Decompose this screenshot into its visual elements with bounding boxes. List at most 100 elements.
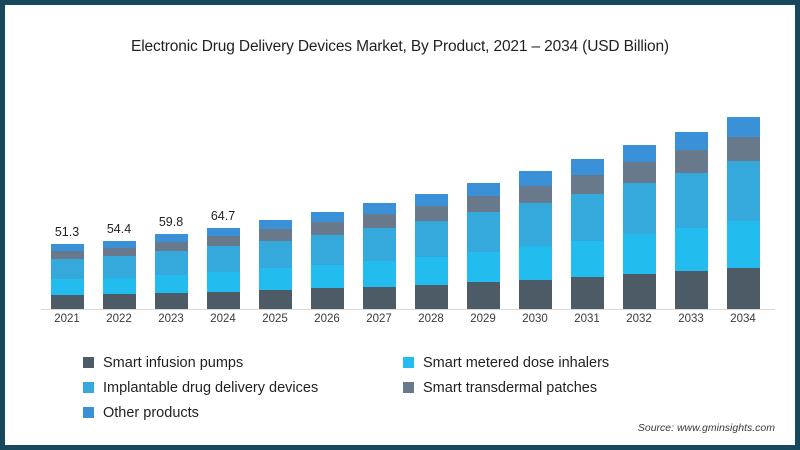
bar-segment — [622, 145, 656, 163]
legend-item[interactable]: Smart metered dose inhalers — [403, 350, 723, 375]
source-attribution: Source: www.gminsights.com — [637, 422, 775, 434]
bar-2029[interactable] — [466, 183, 500, 309]
bar-segment — [206, 271, 240, 292]
bar-value-label: 51.3 — [54, 225, 80, 240]
legend-swatch-icon — [83, 407, 94, 418]
bar-segment — [310, 288, 344, 309]
x-axis-tick-2026: 2026 — [314, 313, 340, 325]
x-axis-tick-2032: 2032 — [626, 313, 652, 325]
bar-segment — [206, 291, 240, 309]
bar-segment — [102, 294, 136, 309]
bar-segment — [154, 233, 188, 242]
bar-2026[interactable] — [310, 212, 344, 309]
bar-segment — [622, 274, 656, 309]
bar-segment — [570, 193, 604, 241]
x-axis-tick-2033: 2033 — [678, 313, 704, 325]
chart-title: Electronic Drug Delivery Devices Market,… — [131, 38, 669, 55]
x-axis-tick-2024: 2024 — [210, 313, 236, 325]
bar-segment — [674, 271, 708, 309]
legend-swatch-icon — [83, 357, 94, 368]
bar-2022[interactable] — [102, 240, 136, 309]
bar-segment — [102, 247, 136, 257]
x-axis-tick-2034: 2034 — [730, 313, 756, 325]
bar-segment — [258, 268, 292, 291]
bar-2030[interactable] — [518, 171, 552, 309]
bar-segment — [466, 251, 500, 283]
bar-2024[interactable] — [206, 227, 240, 309]
bar-segment — [310, 234, 344, 265]
bar-segment — [414, 284, 448, 309]
legend-item[interactable]: Smart infusion pumps — [83, 350, 403, 375]
bar-segment — [726, 268, 760, 309]
bar-segment — [258, 290, 292, 309]
x-axis-tick-2025: 2025 — [262, 313, 288, 325]
bar-segment — [466, 183, 500, 197]
bar-segment — [362, 260, 396, 287]
bar-segment — [258, 229, 292, 241]
bar-segment — [414, 256, 448, 285]
bar-segment — [206, 227, 240, 237]
bar-segment — [570, 240, 604, 278]
x-axis: 2021 2022 2023 2024 2025 2026 2027 2028 2029 2030… — [41, 313, 769, 333]
bar-segment — [726, 221, 760, 269]
bar-2033[interactable] — [674, 131, 708, 309]
bar-segment — [206, 236, 240, 247]
legend-label: Smart metered dose inhalers — [423, 354, 610, 371]
legend-item[interactable]: Smart transdermal patches — [403, 375, 723, 400]
bar-segment — [414, 205, 448, 221]
bar-2034[interactable] — [726, 117, 760, 309]
bar-segment — [154, 241, 188, 252]
legend-item[interactable]: Implantable drug delivery devices — [83, 375, 403, 400]
bar-segment — [622, 162, 656, 184]
axis-baseline — [41, 309, 775, 310]
bar-2031[interactable] — [570, 159, 604, 309]
legend-label: Implantable drug delivery devices — [103, 379, 319, 396]
bar-2021[interactable] — [50, 244, 84, 309]
bar-2027[interactable] — [362, 203, 396, 309]
bar-segment — [466, 282, 500, 309]
bar-segment — [726, 137, 760, 162]
bar-segment — [362, 203, 396, 215]
bar-segment — [518, 279, 552, 309]
bar-segment — [362, 227, 396, 261]
bar-segment — [414, 220, 448, 257]
bar-segment — [310, 222, 344, 235]
bar-segment — [570, 174, 604, 194]
bar-segment — [50, 259, 84, 280]
plot-area: 51.3 54.4 59.8 64.7 — [41, 101, 769, 309]
bar-2032[interactable] — [622, 145, 656, 309]
legend-swatch-icon — [403, 357, 414, 368]
bar-segment — [466, 196, 500, 213]
bar-segment — [50, 244, 84, 252]
x-axis-tick-2022: 2022 — [106, 313, 132, 325]
legend-label: Other products — [103, 404, 199, 421]
x-axis-tick-2031: 2031 — [574, 313, 600, 325]
bar-segment — [726, 117, 760, 138]
bar-segment — [362, 214, 396, 228]
x-axis-tick-2028: 2028 — [418, 313, 444, 325]
bar-2023[interactable] — [154, 233, 188, 309]
x-axis-tick-2021: 2021 — [54, 313, 80, 325]
legend-swatch-icon — [83, 382, 94, 393]
legend-item[interactable]: Other products — [83, 400, 403, 425]
bar-segment — [570, 159, 604, 175]
bar-segment — [206, 246, 240, 272]
bar-2025[interactable] — [258, 220, 292, 309]
x-axis-tick-2023: 2023 — [158, 313, 184, 325]
bar-segment — [310, 212, 344, 223]
bar-segment — [258, 220, 292, 230]
bar-segment — [154, 293, 188, 309]
bar-segment — [310, 264, 344, 289]
bar-value-label: 59.8 — [158, 214, 184, 229]
bar-segment — [674, 228, 708, 272]
bar-segment — [466, 212, 500, 252]
bar-segment — [362, 286, 396, 309]
bar-segment — [674, 172, 708, 229]
legend-swatch-icon — [403, 382, 414, 393]
bar-segment — [50, 295, 84, 309]
bar-2028[interactable] — [414, 193, 448, 309]
x-axis-tick-2029: 2029 — [470, 313, 496, 325]
bar-segment — [518, 185, 552, 204]
bar-segment — [674, 150, 708, 173]
